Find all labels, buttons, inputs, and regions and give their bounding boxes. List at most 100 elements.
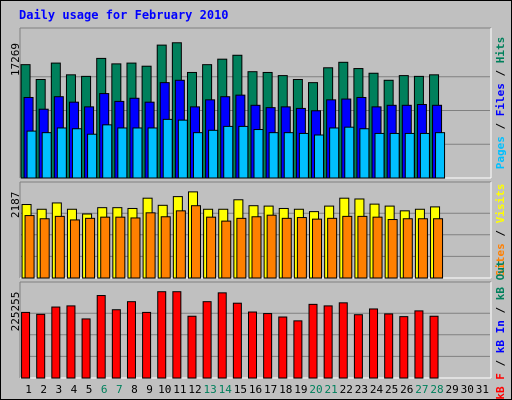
bar-sites-day-28 <box>433 218 444 279</box>
bar-sites-day-13 <box>206 216 217 279</box>
bar-kbytes-day-16 <box>248 311 257 379</box>
bar-sites-day-24 <box>372 216 383 279</box>
x-tick-day-28: 28 <box>430 383 443 396</box>
side-label-part-hits-files-pages-1: / <box>494 116 507 136</box>
bar-kbytes-day-20 <box>308 303 318 379</box>
bar-sites-day-3 <box>54 215 65 279</box>
bar-sites-day-4 <box>69 219 80 279</box>
bar-sites-day-25 <box>387 219 398 279</box>
x-tick-day-22: 22 <box>340 383 353 396</box>
x-tick-day-3: 3 <box>56 383 63 396</box>
bar-pages-day-16 <box>253 129 264 179</box>
x-tick-day-19: 19 <box>294 383 307 396</box>
bar-kbytes-day-13 <box>202 301 212 379</box>
bar-kbytes-day-19 <box>293 320 303 379</box>
side-label-part-kbytes-2: kB In <box>494 320 507 353</box>
x-tick-day-8: 8 <box>131 383 138 396</box>
bar-pages-day-12 <box>192 132 203 179</box>
series-kbytes <box>21 291 439 379</box>
x-tick-day-10: 10 <box>158 383 171 396</box>
x-tick-day-24: 24 <box>370 383 384 396</box>
bar-sites-day-26 <box>402 218 413 279</box>
y-max-label-kbytes: 225255 <box>9 292 22 332</box>
x-tick-day-14: 14 <box>219 383 233 396</box>
panel-hits-files-pages: 17269 Pages / Files / Hits <box>9 27 507 179</box>
x-tick-day-4: 4 <box>71 383 78 396</box>
x-tick-day-31: 31 <box>476 383 489 396</box>
bar-pages-day-22 <box>344 126 355 179</box>
bar-kbytes-day-1 <box>21 311 31 379</box>
panel-kbytes: 225255 kB F / kB In / kB Out <box>9 260 507 399</box>
side-label-part-hits-files-pages-2: Files <box>494 83 507 116</box>
bar-kbytes-day-12 <box>187 315 197 379</box>
bar-kbytes-day-22 <box>338 302 348 379</box>
x-tick-day-21: 21 <box>325 383 338 396</box>
bar-sites-day-17 <box>266 214 277 279</box>
x-axis-day-labels: 1 2 3 4 5 6 7 8 9 10 11 12 13 14 15 16 17 18 19 20 21 22 23 24 2… <box>25 383 489 396</box>
bar-kbytes-day-7 <box>111 309 121 379</box>
bar-pages-day-14 <box>223 125 234 179</box>
bar-kbytes-day-3 <box>51 306 61 379</box>
side-label-hits-files-pages: Pages / Files / Hits <box>494 37 507 170</box>
bar-pages-day-2 <box>41 132 52 179</box>
side-label-part-hits-files-pages-3: / <box>494 63 507 83</box>
bar-sites-day-2 <box>39 218 50 279</box>
bar-pages-day-1 <box>26 130 37 179</box>
bar-kbytes-day-17 <box>263 313 273 379</box>
bar-pages-day-27 <box>419 132 430 179</box>
bar-pages-day-18 <box>283 132 294 179</box>
bar-sites-day-15 <box>236 217 247 279</box>
x-tick-day-5: 5 <box>86 383 93 396</box>
side-label-visits-sites: Sites / Visits <box>494 184 507 277</box>
bar-kbytes-day-21 <box>323 305 333 379</box>
x-tick-day-2: 2 <box>40 383 47 396</box>
bar-sites-day-8 <box>130 217 141 279</box>
bar-sites-day-20 <box>312 218 323 279</box>
side-label-part-kbytes-0: kB F <box>494 373 507 400</box>
x-tick-day-25: 25 <box>385 383 398 396</box>
bar-pages-day-8 <box>132 127 143 179</box>
x-tick-day-9: 9 <box>146 383 153 396</box>
bar-pages-day-25 <box>389 132 400 179</box>
side-label-part-kbytes-1: / <box>494 353 507 373</box>
x-tick-day-26: 26 <box>400 383 413 396</box>
bar-sites-day-23 <box>357 215 368 279</box>
bar-pages-day-17 <box>268 132 279 179</box>
bar-sites-day-18 <box>281 217 292 279</box>
bar-sites-day-7 <box>115 216 126 279</box>
bar-sites-day-9 <box>145 212 156 279</box>
bar-kbytes-day-10 <box>157 291 167 379</box>
bar-kbytes-day-28 <box>429 315 439 379</box>
bar-sites-day-6 <box>100 216 111 279</box>
bar-pages-day-23 <box>359 128 370 179</box>
bar-pages-day-15 <box>238 125 249 179</box>
x-tick-day-1: 1 <box>25 383 32 396</box>
bar-pages-day-3 <box>56 127 67 179</box>
bar-sites-day-22 <box>342 215 353 279</box>
x-tick-day-7: 7 <box>116 383 123 396</box>
bar-kbytes-day-25 <box>384 313 394 379</box>
bar-pages-day-6 <box>102 124 113 179</box>
bar-sites-day-1 <box>24 215 35 279</box>
bar-kbytes-day-23 <box>353 314 363 379</box>
bar-sites-day-21 <box>327 217 338 279</box>
bar-pages-day-28 <box>435 132 446 179</box>
x-tick-day-16: 16 <box>249 383 262 396</box>
side-label-kbytes: kB F / kB In / kB Out <box>494 260 507 399</box>
panel-visits-sites: 2187 Sites / Visits <box>9 181 507 279</box>
bar-pages-day-21 <box>329 127 340 179</box>
bar-kbytes-day-24 <box>369 308 379 379</box>
bar-kbytes-day-5 <box>81 318 91 379</box>
bar-sites-day-11 <box>175 210 186 279</box>
x-tick-day-6: 6 <box>101 383 108 396</box>
x-tick-day-23: 23 <box>355 383 368 396</box>
bar-kbytes-day-8 <box>126 301 136 379</box>
bar-kbytes-day-6 <box>96 295 106 379</box>
bar-pages-day-10 <box>162 118 173 179</box>
y-max-label-visits-sites: 2187 <box>9 192 22 219</box>
x-tick-day-17: 17 <box>264 383 277 396</box>
series-sites <box>24 205 444 279</box>
bar-kbytes-day-11 <box>172 291 182 379</box>
x-tick-day-11: 11 <box>173 383 186 396</box>
